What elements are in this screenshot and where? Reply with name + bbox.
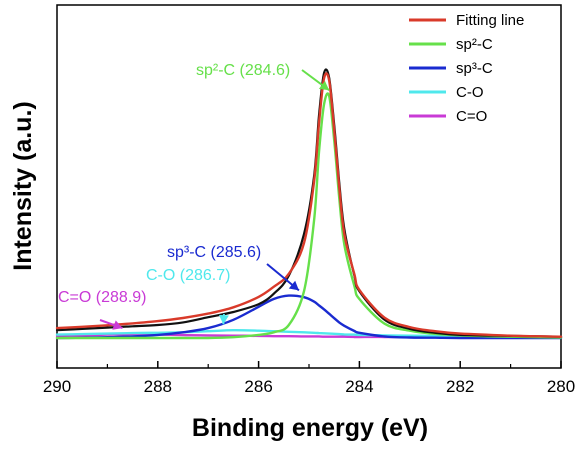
x-tick-label-0: 290 [43,377,71,396]
legend-label-1: sp²-C [456,36,493,53]
series-line-sp³-C [55,294,563,340]
annotation-label-3: C=O (288.9) [58,289,146,306]
x-tick-label-5: 280 [547,377,575,396]
x-tick-label-3: 284 [345,377,373,396]
x-tick-label-1: 288 [144,377,172,396]
annotation-arrowhead-2 [218,314,229,325]
x-ticks: 290 288 286 284 282 280 [43,361,575,396]
x-tick-label-2: 286 [244,377,272,396]
annotation-label-2: C-O (286.7) [146,267,230,284]
curves [55,68,563,340]
x-tick-label-4: 282 [446,377,474,396]
series-line-sp²-C [55,92,563,340]
annotations: sp²-C (284.6) sp³-C (285.6) C-O (286.7)C=O… [58,62,330,330]
annotation-label-0: sp²-C (284.6) [196,62,290,79]
legend-label-2: sp³-C [456,60,493,77]
legend-label-4: C=O [456,108,487,125]
annotation-arrowhead-0 [318,80,330,91]
y-axis-title: Intensity (a.u.) [9,101,37,270]
annotation-label-1: sp³-C (285.6) [167,244,261,261]
legend-label-0: Fitting line [456,12,524,29]
legend-label-3: C-O [456,84,484,101]
annotation-arrowhead-1 [288,280,299,291]
x-axis-title: Binding energy (eV) [192,414,428,442]
series-line-C-O [55,328,563,338]
legend: Fitting line sp²-C sp³-C C-O C=O [409,12,524,125]
annotation-arrowhead-3 [112,320,123,330]
series-line-Fitting line [55,72,563,338]
